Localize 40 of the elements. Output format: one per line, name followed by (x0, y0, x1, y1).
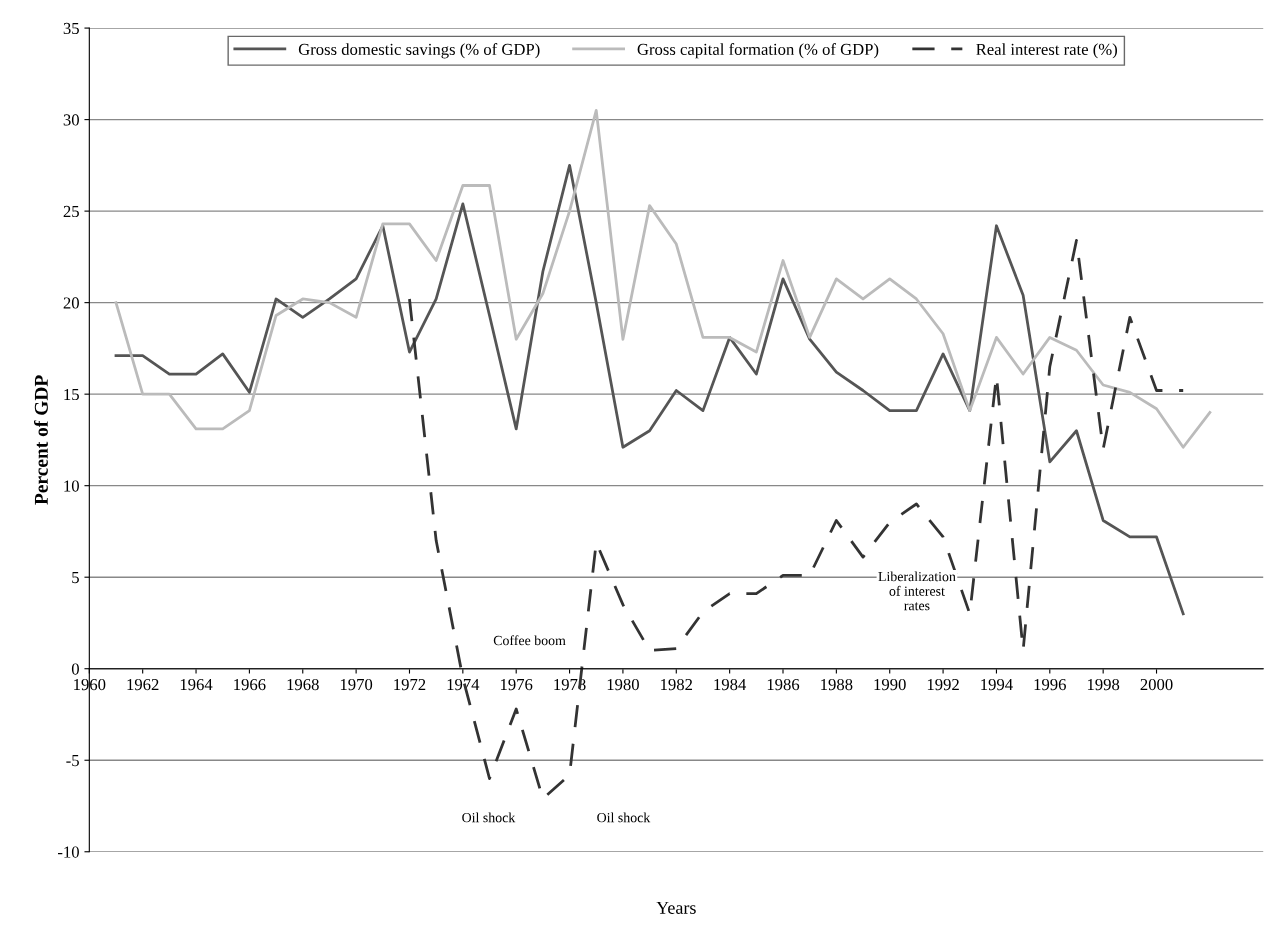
line-series (114, 109, 1212, 449)
x-tick-label: 1980 (607, 678, 639, 691)
y-tick-label: 35 (63, 22, 79, 35)
legend-label: Gross domestic savings (% of GDP) (298, 43, 540, 59)
x-tick-label: 1982 (661, 678, 693, 691)
x-tick-label: 1996 (1034, 678, 1066, 691)
line-series (114, 163, 1185, 616)
y-axis-title: Percent of GDP (33, 375, 48, 505)
y-tick-label: -5 (66, 755, 79, 767)
x-tick-label: 2000 (1140, 678, 1173, 691)
x-tick-label: 1962 (127, 678, 159, 691)
x-axis-title: Years (656, 901, 696, 914)
y-tick-label: 10 (64, 480, 79, 492)
x-tick-label: 1964 (180, 678, 213, 691)
x-tick-label: 1990 (874, 678, 906, 691)
y-tick-label: 30 (63, 114, 79, 126)
y-tick-label: 0 (71, 663, 79, 675)
annotation: Oil shock (462, 812, 516, 823)
x-tick-label: 1986 (767, 678, 800, 691)
x-tick-label: 1976 (501, 678, 533, 691)
x-tick-label: 1966 (234, 678, 266, 691)
x-tick-label: 1994 (981, 678, 1013, 691)
x-tick-label: 1970 (340, 678, 373, 691)
y-tick-label: 15 (64, 388, 79, 401)
legend-label: Gross capital formation (% of GDP) (637, 43, 879, 59)
legend-label: Real interest rate (%) (976, 43, 1117, 59)
x-tick-label: 1968 (287, 678, 319, 691)
y-tick-label: 25 (63, 205, 79, 218)
annotation: Coffee boom (493, 635, 566, 646)
y-tick-label: 5 (72, 572, 79, 584)
x-tick-label: 1984 (714, 678, 747, 691)
x-tick-label: 1972 (394, 678, 426, 691)
x-tick-label: 1988 (821, 678, 853, 691)
annotation: Liberalization of interest rates (878, 571, 956, 611)
x-tick-label: 1998 (1087, 678, 1120, 691)
y-tick-label: -10 (58, 846, 79, 858)
annotation: Oil shock (597, 812, 651, 823)
x-tick-label: 1992 (927, 678, 959, 691)
y-tick-label: 20 (63, 297, 79, 309)
x-tick-label: 1974 (447, 678, 480, 691)
